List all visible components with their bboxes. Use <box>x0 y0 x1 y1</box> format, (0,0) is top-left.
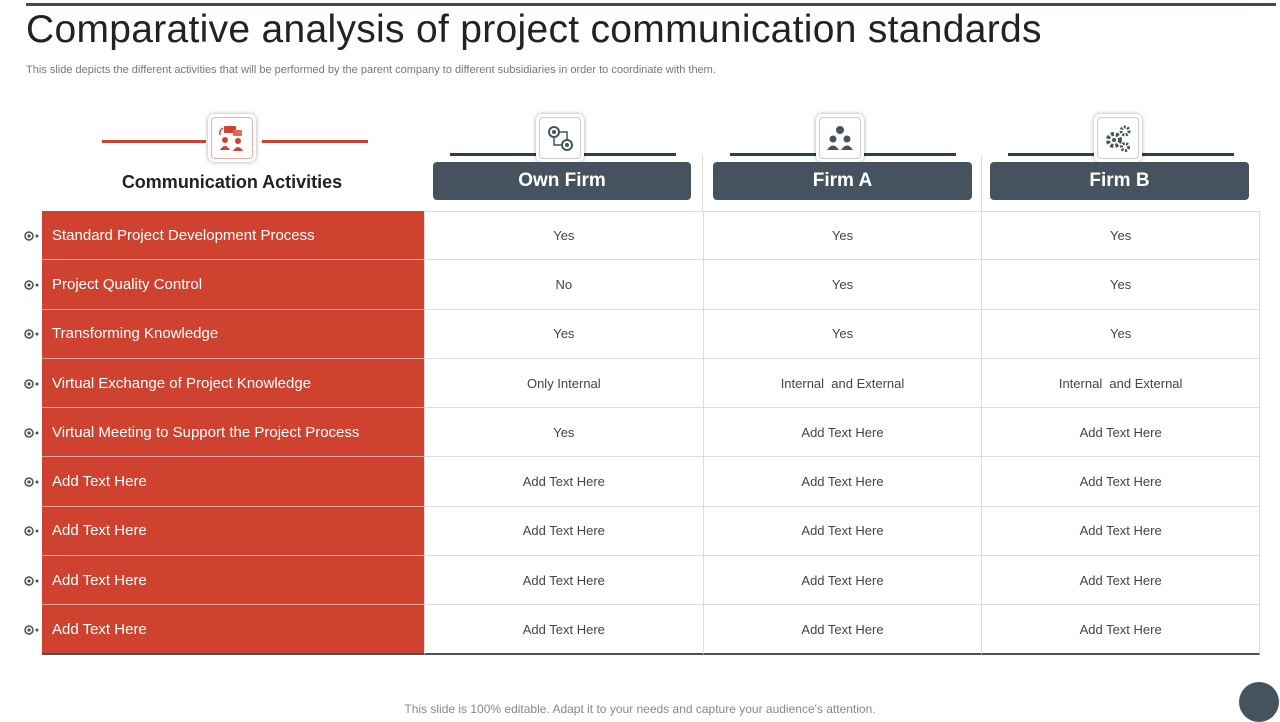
activities-header-line-left <box>102 140 206 143</box>
team-icon-box <box>816 114 864 162</box>
gears-icon <box>1106 125 1131 152</box>
table-cell: Add Text Here <box>424 605 703 655</box>
table-cell: Add Text Here <box>702 605 982 655</box>
activity-label: Project Quality Control <box>42 260 424 310</box>
table-row: Transforming Knowledge Yes Yes Yes <box>24 309 1260 359</box>
activity-label: Add Text Here <box>42 506 424 557</box>
table-cell: Add Text Here <box>424 556 703 606</box>
table-cell: Yes <box>702 309 982 359</box>
row-bullet-icon <box>24 428 39 438</box>
activity-label: Standard Project Development Process <box>42 211 424 261</box>
table-row: Standard Project Development Process Yes Y… <box>24 211 1260 261</box>
communication-icon <box>219 126 243 151</box>
row-bullet-icon <box>24 280 39 290</box>
table-cell: Only Internal <box>424 358 703 409</box>
table-cell: Add Text Here <box>424 457 703 507</box>
row-bullet-icon <box>24 378 39 389</box>
activity-label: Virtual Exchange of Project Knowledge <box>42 358 424 409</box>
column-divider <box>702 155 703 211</box>
activity-label: Add Text Here <box>42 605 424 655</box>
page-subtitle: This slide depicts the different activit… <box>26 64 716 76</box>
activity-label: Add Text Here <box>42 556 424 606</box>
gears-icon-box <box>1094 114 1142 162</box>
table-cell: Add Text Here <box>981 556 1260 606</box>
row-bullet-icon <box>24 625 39 635</box>
column-header-firm-a: Firm A <box>713 162 972 200</box>
activities-column-title: Communication Activities <box>121 172 343 192</box>
activities-header-line-right <box>262 140 368 143</box>
column-header-firm-b: Firm B <box>990 162 1249 200</box>
table-cell: Internal and External <box>981 358 1260 409</box>
row-bullet-icon <box>24 230 39 241</box>
table-cell: Yes <box>702 260 982 310</box>
corner-circle <box>1239 682 1279 722</box>
table-cell: Add Text Here <box>981 506 1260 557</box>
communication-icon-box <box>208 114 256 162</box>
column-header-own-firm: Own Firm <box>433 162 691 200</box>
table-row: Virtual Exchange of Project Knowledge Onl… <box>24 358 1260 409</box>
table-cell: Add Text Here <box>981 605 1260 655</box>
network-icon-box <box>536 114 584 162</box>
top-rule <box>26 3 1276 6</box>
table-row: Add Text Here Add Text Here Add Text Here A… <box>24 457 1260 507</box>
table-row: Project Quality Control No Yes Yes <box>24 260 1260 310</box>
table-row: Add Text Here Add Text Here Add Text Here A… <box>24 556 1260 606</box>
table-cell: Add Text Here <box>702 408 982 458</box>
activity-label: Transforming Knowledge <box>42 309 424 359</box>
table-cell: Add Text Here <box>702 506 982 557</box>
table-row: Add Text Here Add Text Here Add Text Here A… <box>24 506 1260 557</box>
table-cell: No <box>424 260 703 310</box>
table-cell: Internal and External <box>702 358 982 409</box>
row-bullet-icon <box>24 477 39 487</box>
table-cell: Yes <box>424 309 703 359</box>
table-cell: Add Text Here <box>424 506 703 557</box>
footer-note: This slide is 100% editable. Adapt it to… <box>404 702 876 716</box>
page-title: Comparative analysis of project communic… <box>26 8 1042 51</box>
table-row: Add Text Here Add Text Here Add Text Here A… <box>24 605 1260 655</box>
activity-label: Add Text Here <box>42 457 424 507</box>
table-cell: Add Text Here <box>981 408 1260 458</box>
table-row: Virtual Meeting to Support the Project P… <box>24 408 1260 458</box>
row-bullet-icon <box>24 526 39 537</box>
table-cell: Add Text Here <box>981 457 1260 507</box>
table-cell: Yes <box>424 211 703 261</box>
comparison-table: Standard Project Development Process Yes Y… <box>24 211 1260 655</box>
activity-label: Virtual Meeting to Support the Project P… <box>42 408 424 458</box>
table-cell: Yes <box>424 408 703 458</box>
table-cell: Add Text Here <box>702 556 982 606</box>
team-icon <box>827 126 853 150</box>
table-cell: Yes <box>702 211 982 261</box>
row-bullet-icon <box>24 575 39 586</box>
table-cell: Add Text Here <box>702 457 982 507</box>
network-icon <box>548 126 573 151</box>
table-cell: Yes <box>981 211 1260 261</box>
row-bullet-icon <box>24 329 39 339</box>
column-divider <box>981 155 982 211</box>
table-cell: Yes <box>981 260 1260 310</box>
table-cell: Yes <box>981 309 1260 359</box>
